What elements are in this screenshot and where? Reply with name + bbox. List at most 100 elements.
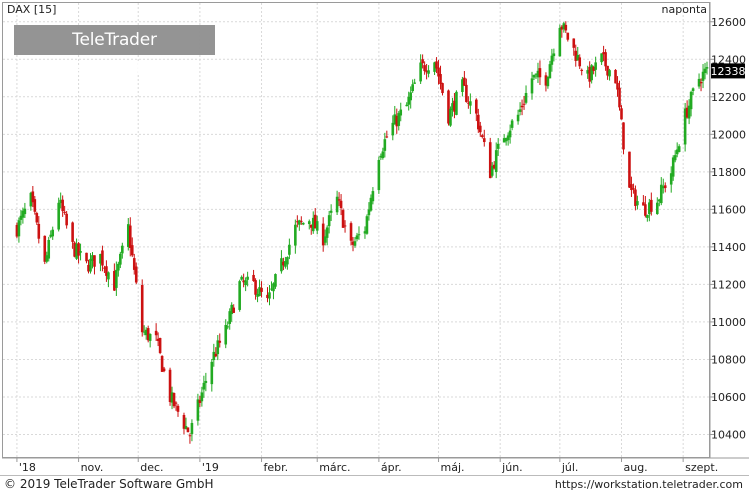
- candle: [650, 192, 653, 216]
- candle: [61, 195, 64, 217]
- candle: [49, 230, 53, 239]
- candle: [632, 183, 635, 194]
- candle: [307, 219, 311, 230]
- candle: [705, 61, 709, 75]
- candle: [121, 242, 124, 259]
- candle: [232, 304, 235, 314]
- candle: [200, 386, 204, 407]
- candle: [518, 102, 522, 116]
- candle: [423, 61, 426, 75]
- source-url-link[interactable]: https://workstation.teletrader.com: [554, 478, 743, 491]
- candle: [117, 261, 120, 277]
- candle: [548, 60, 552, 79]
- candle: [393, 105, 397, 125]
- candle: [258, 279, 261, 297]
- candle: [687, 99, 691, 125]
- candle: [126, 218, 130, 251]
- candle: [91, 252, 94, 269]
- candle: [37, 216, 41, 244]
- candle: [196, 393, 200, 426]
- candle: [516, 109, 520, 125]
- candle: [51, 226, 55, 240]
- candle: [391, 115, 395, 141]
- candle: [644, 196, 647, 218]
- y-tick-label: 11000: [711, 316, 746, 329]
- candle: [202, 375, 206, 398]
- candle: [628, 151, 631, 188]
- candle: [381, 147, 385, 160]
- candle: [23, 202, 27, 219]
- candle: [301, 222, 305, 226]
- candle: [659, 177, 663, 206]
- candle: [343, 220, 347, 233]
- candle: [268, 285, 271, 306]
- candle: [532, 74, 536, 81]
- candle: [433, 61, 436, 76]
- candle: [663, 182, 667, 193]
- candle: [99, 253, 102, 272]
- candle: [578, 54, 582, 70]
- chart-title: DAX [15]: [7, 3, 56, 16]
- candle: [536, 62, 540, 83]
- candle: [480, 133, 484, 139]
- candle: [154, 323, 158, 341]
- candle: [87, 259, 90, 274]
- y-tick-label: 12200: [711, 91, 746, 104]
- candle: [33, 196, 37, 215]
- candle: [467, 96, 470, 109]
- candle: [413, 78, 416, 84]
- candle: [675, 142, 679, 158]
- candle: [73, 241, 76, 258]
- candle: [298, 219, 301, 231]
- candle: [168, 367, 172, 406]
- candle: [228, 308, 232, 330]
- candle: [461, 76, 464, 97]
- candle: [494, 142, 498, 179]
- candle: [648, 198, 651, 222]
- last-price-marker: 12338: [711, 63, 746, 79]
- candle: [385, 130, 389, 139]
- x-tick-label: szept.: [685, 461, 718, 474]
- candle: [242, 273, 245, 288]
- candle: [405, 102, 409, 107]
- candle: [608, 68, 611, 81]
- candle: [103, 265, 106, 274]
- candle: [160, 355, 164, 372]
- y-tick-label: 12600: [711, 16, 746, 29]
- candle: [329, 204, 333, 222]
- candle: [214, 347, 218, 358]
- candle: [600, 53, 603, 66]
- candle: [188, 433, 192, 444]
- candle: [144, 327, 148, 340]
- candle: [506, 132, 510, 146]
- candle: [419, 54, 422, 84]
- candle: [520, 99, 524, 116]
- candle: [510, 119, 514, 131]
- candle: [642, 195, 645, 206]
- candle: [673, 150, 677, 163]
- candle: [606, 65, 609, 80]
- candle: [502, 134, 506, 143]
- candle: [351, 237, 355, 252]
- x-tick-label: '19: [202, 461, 219, 474]
- x-tick-label: jún.: [501, 461, 523, 474]
- candle: [89, 253, 92, 274]
- candle: [590, 64, 593, 84]
- candle: [453, 92, 456, 119]
- candle: [552, 48, 556, 62]
- candle: [544, 72, 548, 92]
- candle: [17, 217, 21, 243]
- candle: [478, 121, 482, 137]
- candle: [614, 69, 617, 84]
- candle: [701, 64, 705, 89]
- y-tick-label: 10400: [711, 428, 746, 441]
- period-label: naponta: [662, 3, 707, 16]
- candle: [321, 217, 325, 252]
- candle: [469, 93, 472, 115]
- candle: [162, 366, 166, 373]
- candle: [524, 85, 528, 105]
- candle: [311, 211, 315, 234]
- candle: [256, 288, 259, 303]
- x-tick-label: nov.: [81, 461, 104, 474]
- candle: [272, 282, 275, 300]
